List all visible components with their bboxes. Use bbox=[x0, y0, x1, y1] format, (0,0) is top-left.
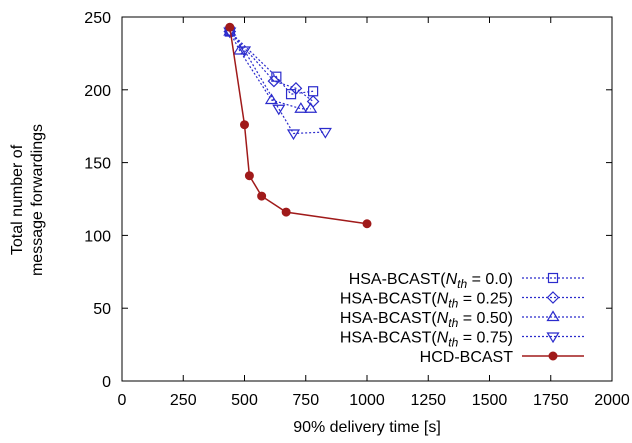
data-point bbox=[281, 207, 291, 217]
y-tick-label: 150 bbox=[84, 156, 111, 173]
data-point bbox=[318, 127, 332, 139]
y-axis-title-line-1: Total number of bbox=[9, 144, 26, 255]
legend-label-sub: th bbox=[448, 316, 458, 330]
data-point bbox=[257, 191, 267, 201]
legend-label-var: N bbox=[446, 271, 458, 288]
data-point bbox=[272, 104, 286, 116]
data-point bbox=[286, 129, 301, 141]
data-point bbox=[289, 81, 303, 95]
data-point bbox=[240, 120, 249, 130]
series-group bbox=[223, 22, 372, 229]
y-tick-label: 50 bbox=[93, 301, 111, 318]
x-tick-label: 250 bbox=[170, 392, 197, 409]
series-line bbox=[229, 31, 311, 110]
legend-item: HSA-BCAST(Nth = 0.50) bbox=[340, 310, 584, 330]
series-line bbox=[229, 31, 314, 102]
y-tick-label: 100 bbox=[84, 228, 111, 245]
legend-item: HSA-BCAST(Nth = 0.0) bbox=[349, 271, 584, 291]
y-tick-label: 0 bbox=[102, 374, 111, 391]
legend-label-sub: th bbox=[448, 297, 458, 311]
series-3 bbox=[223, 24, 318, 113]
y-axis-title-line-2: message forwardings bbox=[29, 124, 46, 276]
legend-label: HSA-BCAST(Nth = 0.75) bbox=[340, 330, 513, 350]
legend-swatch-marker bbox=[546, 310, 560, 322]
legend-label-var: N bbox=[437, 291, 449, 308]
legend-label-var: N bbox=[437, 330, 449, 347]
x-tick-label: 1000 bbox=[349, 392, 385, 409]
legend-swatch-marker bbox=[548, 351, 558, 361]
x-tick-label: 750 bbox=[292, 392, 319, 409]
legend-label: HSA-BCAST(Nth = 0.25) bbox=[340, 291, 513, 311]
legend-item: HSA-BCAST(Nth = 0.75) bbox=[340, 330, 584, 350]
data-point bbox=[244, 171, 254, 181]
x-axis-title: 90% delivery time [s] bbox=[293, 419, 441, 436]
legend-swatch-marker bbox=[547, 272, 559, 284]
legend-label-prefix: HSA-BCAST( bbox=[340, 330, 438, 347]
series-line bbox=[229, 27, 368, 225]
legend-label-prefix: HSA-BCAST( bbox=[349, 271, 447, 288]
data-point bbox=[271, 71, 282, 82]
x-tick-label: 1250 bbox=[410, 392, 446, 409]
legend-label-suffix: = 0.0) bbox=[467, 271, 513, 288]
legend-item: HCD-BCAST bbox=[420, 349, 584, 366]
legend-label-sub: th bbox=[457, 277, 467, 291]
legend-label-var: N bbox=[437, 310, 449, 327]
legend-item: HSA-BCAST(Nth = 0.25) bbox=[340, 291, 584, 311]
legend-label-suffix: = 0.75) bbox=[458, 330, 513, 347]
data-point bbox=[264, 93, 279, 105]
axis-ticks: 0 250 500 750 1000 1250 1500 1750 2000 0 50 100 150 2… bbox=[84, 10, 630, 409]
x-tick-label: 1750 bbox=[533, 392, 569, 409]
x-tick-label: 500 bbox=[231, 392, 258, 409]
data-point bbox=[225, 22, 235, 32]
legend-label-suffix: = 0.25) bbox=[458, 291, 513, 308]
data-point bbox=[267, 74, 281, 88]
legend-label: HSA-BCAST(Nth = 0.0) bbox=[349, 271, 513, 291]
data-point bbox=[233, 43, 247, 55]
data-point bbox=[362, 219, 372, 229]
series-line bbox=[229, 31, 314, 95]
legend-label: HSA-BCAST(Nth = 0.50) bbox=[340, 310, 513, 330]
legend-swatch-marker bbox=[546, 291, 560, 304]
legend-label-sub: th bbox=[448, 336, 458, 350]
series-5 bbox=[225, 22, 372, 229]
x-tick-label: 0 bbox=[118, 392, 127, 409]
legend-swatch-marker bbox=[546, 332, 560, 344]
x-tick-label: 1500 bbox=[472, 392, 508, 409]
legend-label-suffix: = 0.50) bbox=[458, 310, 513, 327]
legend-label: HCD-BCAST bbox=[420, 349, 514, 366]
x-tick-label: 2000 bbox=[594, 392, 630, 409]
legend: HSA-BCAST(Nth = 0.0)HSA-BCAST(Nth = 0.25… bbox=[340, 271, 584, 366]
data-point bbox=[237, 46, 252, 58]
legend-label-prefix: HSA-BCAST( bbox=[340, 291, 438, 308]
y-tick-label: 250 bbox=[84, 10, 111, 27]
legend-label-prefix: HSA-BCAST( bbox=[340, 310, 438, 327]
y-tick-label: 200 bbox=[84, 83, 111, 100]
data-point bbox=[285, 89, 297, 100]
data-point bbox=[304, 102, 318, 113]
data-point bbox=[294, 102, 308, 113]
